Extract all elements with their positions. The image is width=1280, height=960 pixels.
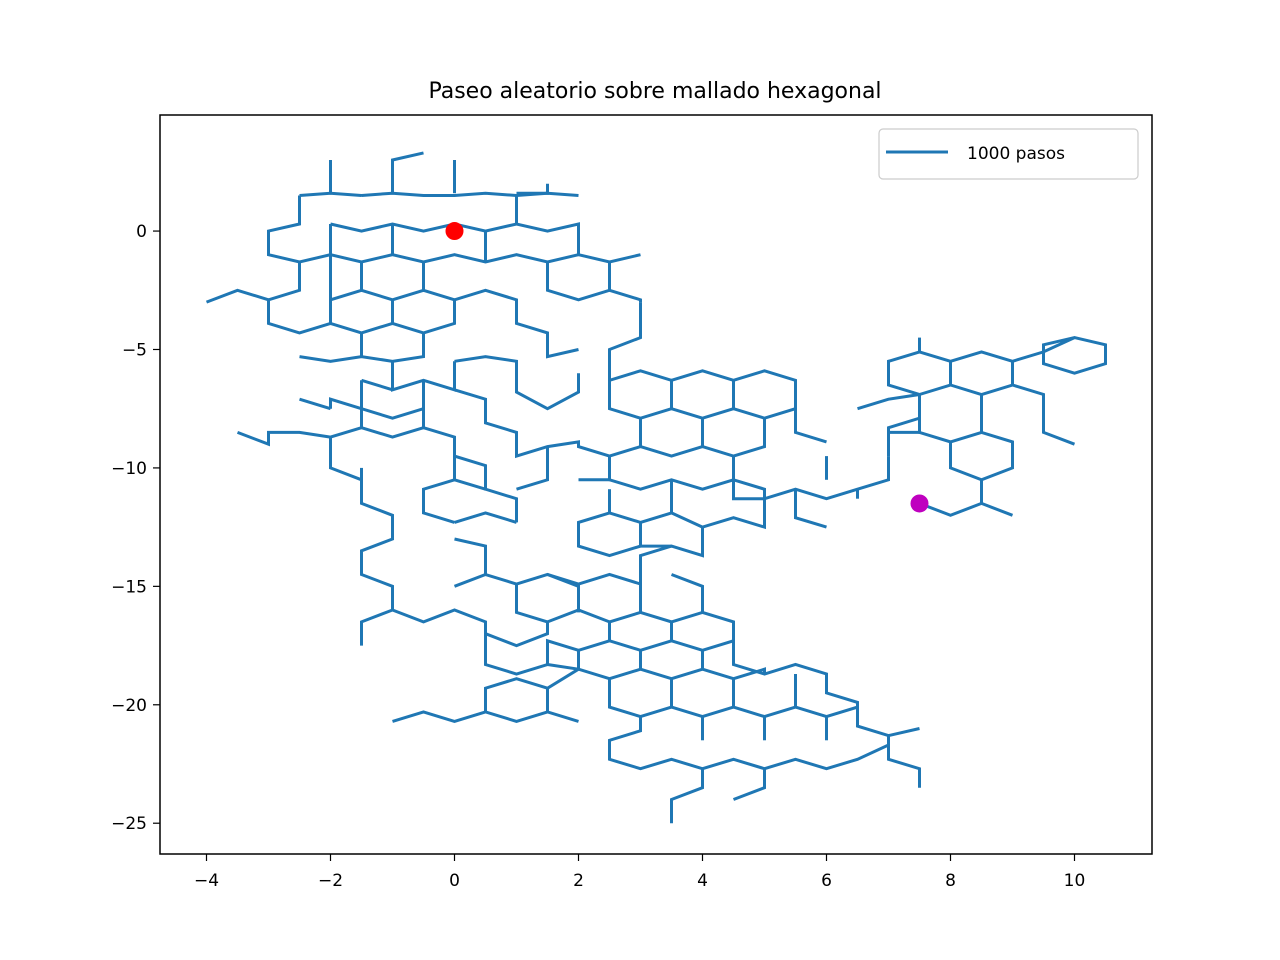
walk-segment — [205, 288, 269, 304]
x-tick-label: 0 — [449, 871, 460, 891]
marker-group — [445, 222, 929, 513]
walk-segment — [980, 479, 1014, 517]
walk-segment — [546, 667, 580, 723]
walk-segment — [857, 393, 920, 411]
walk-segment — [794, 489, 827, 529]
walk-segment — [608, 302, 642, 381]
legend-box — [878, 128, 1139, 180]
walk-segment — [516, 183, 549, 195]
x-tick-label: 8 — [945, 871, 956, 891]
walk-segment — [702, 757, 766, 801]
walk-segment — [236, 430, 331, 447]
walk-segment — [329, 437, 394, 646]
y-tick-label: −5 — [122, 340, 147, 360]
walk-segment — [577, 639, 766, 681]
walk-segment — [484, 677, 548, 723]
walk-segment — [609, 584, 642, 624]
walk-segment — [764, 743, 890, 771]
legend-label: 1000 pasos — [967, 144, 1065, 164]
walk-segment — [267, 195, 579, 264]
y-tick-label: 0 — [136, 222, 147, 242]
walk-segment — [454, 355, 580, 411]
walk-segment — [515, 584, 548, 624]
walk-segment — [516, 446, 549, 491]
walk-segment — [608, 456, 766, 499]
walk-segment — [608, 716, 704, 824]
y-tick-label: −20 — [111, 696, 147, 716]
walk-segment — [702, 610, 735, 641]
chart-title: Paseo aleatorio sobre mallado hexagonal — [428, 79, 881, 104]
walk-segment — [888, 727, 920, 738]
walk-segment — [639, 406, 827, 447]
walk-segment — [546, 573, 580, 610]
x-tick-label: 4 — [697, 871, 708, 891]
walk-segment — [454, 388, 610, 459]
walk-segment — [329, 397, 362, 411]
walk-segment — [578, 253, 641, 264]
x-axis: −4 −2 0 2 4 6 8 10 — [194, 854, 1085, 891]
walk-segment — [422, 478, 486, 524]
walk-segment — [919, 361, 952, 396]
walk-segment — [391, 151, 424, 194]
walk-segment — [330, 222, 580, 255]
y-tick-label: −15 — [111, 577, 147, 597]
x-tick-label: 6 — [821, 871, 832, 891]
walk-segment — [950, 430, 982, 444]
walk-segment — [950, 361, 1014, 397]
x-tick-label: 10 — [1064, 871, 1086, 891]
walk-segment — [608, 369, 673, 420]
plot-frame — [159, 114, 1153, 855]
walk-segment — [1012, 383, 1076, 446]
walk-segment — [671, 369, 797, 409]
walk-segment — [547, 663, 579, 671]
x-tick-label: −4 — [194, 871, 219, 891]
walk-segment — [609, 445, 735, 480]
walk-segment — [329, 254, 455, 302]
walk-segment — [330, 426, 518, 523]
walk-segment — [453, 573, 487, 588]
walk-segment — [577, 511, 672, 558]
walk-path-group — [205, 151, 1107, 824]
walk-segment — [454, 511, 517, 524]
legend: 1000 pasos — [878, 128, 1139, 180]
walk-segment — [640, 610, 673, 641]
y-axis: 0 −5 −10 −15 −20 −25 — [111, 222, 160, 834]
walk-segment — [299, 397, 331, 411]
walk-segment — [360, 380, 425, 420]
walk-segment — [546, 261, 611, 302]
walk-segment — [484, 633, 579, 676]
end-marker — [910, 494, 929, 513]
walk-segment — [733, 418, 766, 458]
walk-segment — [454, 456, 890, 587]
walk-segment — [391, 608, 921, 788]
walk-segment — [299, 332, 425, 363]
x-tick-label: −2 — [318, 871, 343, 891]
y-tick-label: −10 — [111, 459, 147, 479]
walk-segment — [609, 288, 642, 303]
walk-segment — [670, 573, 704, 624]
walk-segment — [392, 710, 486, 723]
x-tick-label: 2 — [573, 871, 584, 891]
walk-segment — [918, 501, 983, 517]
walk-segment — [732, 479, 765, 501]
y-tick-label: −25 — [111, 814, 147, 834]
walk-segment — [361, 378, 393, 392]
walk-segment — [299, 191, 362, 197]
start-marker — [445, 222, 464, 241]
